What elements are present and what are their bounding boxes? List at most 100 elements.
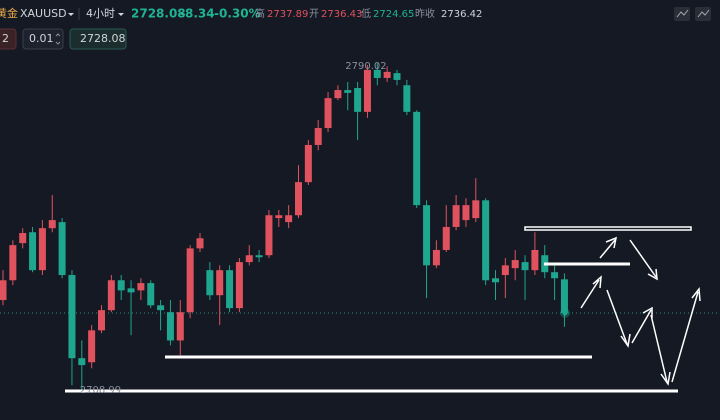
candle-body (314, 128, 322, 145)
candle-body (393, 73, 401, 80)
candle-body (492, 278, 499, 283)
dropdown[interactable] (68, 13, 74, 16)
candle-body (88, 330, 96, 363)
change-pct: -0.30% (214, 7, 261, 21)
arrow-head (647, 268, 658, 281)
candle-body (29, 232, 37, 271)
candle-body (78, 358, 86, 366)
candle-body (531, 249, 539, 271)
candle-body (19, 233, 27, 244)
min-label: 2708.99 (80, 385, 121, 396)
candle-body (127, 288, 135, 293)
arrow-head (605, 236, 618, 249)
prev-label: 昨收 (415, 7, 435, 20)
tool-button[interactable] (674, 7, 690, 21)
qty: 2 (2, 32, 9, 45)
arrow (631, 309, 652, 344)
arrow (671, 291, 699, 383)
candle-body (560, 279, 568, 314)
candle-body (166, 312, 174, 341)
icon (697, 9, 710, 18)
candle-body (551, 272, 559, 279)
candle-body (38, 228, 46, 271)
open-label: 开 (309, 9, 319, 20)
candle-body (363, 69, 371, 112)
candle-body (383, 71, 391, 78)
step-box[interactable] (22, 28, 64, 50)
candle-body (344, 90, 352, 93)
candle-body (324, 98, 332, 129)
candle-body (452, 205, 460, 227)
arrow-head (691, 287, 701, 302)
step: 0.01 (29, 32, 54, 45)
tool-button[interactable] (695, 7, 711, 21)
arrow-head (592, 275, 602, 289)
arrow (650, 314, 668, 383)
arrow-head (620, 333, 631, 348)
change: -8.34 (180, 7, 215, 21)
candle-body (58, 222, 66, 276)
candle-body (413, 111, 421, 206)
candle-body (9, 245, 17, 281)
candle-body (186, 248, 194, 313)
candle-body (403, 85, 411, 112)
candle-body (0, 280, 7, 301)
arrow (606, 289, 628, 345)
qty-box[interactable] (0, 28, 17, 50)
candle-body (216, 270, 224, 296)
candle-body (117, 280, 125, 291)
price-box[interactable] (69, 28, 127, 50)
candle-body (295, 182, 302, 216)
candle-body (137, 283, 145, 291)
candle-body (48, 220, 56, 229)
candle-body (157, 305, 165, 311)
candle-body (107, 280, 115, 311)
symbol[interactable]: XAUUSD (20, 7, 67, 20)
candle-body (176, 312, 184, 341)
candle-body (501, 265, 509, 276)
candle-body (275, 215, 283, 219)
candle-body (373, 69, 381, 78)
arrow (599, 239, 616, 259)
candle-body (255, 255, 263, 258)
candle-body (206, 270, 214, 296)
candle-body (423, 205, 431, 266)
candle-body (472, 200, 480, 219)
candle-body (511, 260, 519, 269)
candle-body (98, 310, 105, 331)
prev: 2736.42 (441, 9, 482, 20)
candle-body (265, 215, 273, 256)
interval[interactable]: 4小时 (86, 7, 115, 20)
high-label: 高 (255, 7, 265, 20)
arrow (580, 279, 600, 309)
candle-body (482, 200, 490, 281)
low-label: 低 (361, 7, 371, 20)
low: 2724.65 (373, 9, 414, 20)
drawings (65, 226, 701, 393)
candle-body (245, 255, 253, 263)
candle-body (354, 88, 362, 112)
pulse-dot (562, 310, 568, 316)
price: 2728.08 (131, 7, 186, 21)
candle-body (285, 215, 293, 223)
candle-body (334, 90, 342, 99)
price-input: 2728.08 (80, 32, 126, 45)
candle-body (304, 144, 312, 183)
candle-body (432, 249, 440, 266)
candle-body (442, 226, 450, 250)
candle-body (196, 238, 204, 249)
name: 黄金 (0, 6, 18, 20)
candle-body (147, 283, 155, 306)
candle-body (521, 262, 529, 271)
candle-body (226, 270, 234, 309)
candle-body (235, 262, 243, 309)
max-label: 2790.02 (345, 61, 386, 72)
spinner[interactable] (55, 33, 61, 45)
candle-body (68, 275, 76, 359)
candle-body (462, 205, 470, 221)
arrow-head (642, 306, 653, 318)
arrow-head (660, 371, 671, 386)
dropdown[interactable] (118, 13, 124, 16)
